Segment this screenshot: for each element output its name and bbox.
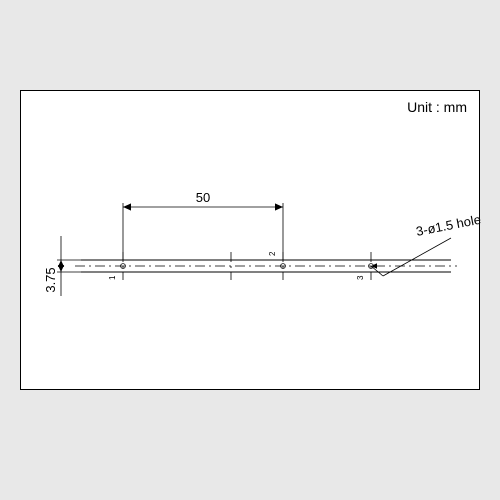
pin-label: 3 <box>356 275 365 280</box>
technical-drawing: 1 2 3 50 3.75 3-ø1.5 hole <box>21 91 481 391</box>
unit-label: Unit : mm <box>407 99 467 115</box>
drawing-card: Unit : mm 1 2 3 50 3.75 3-ø1.5 hole <box>20 90 480 390</box>
hole-callout: 3-ø1.5 hole <box>415 212 481 239</box>
dim-horizontal: 50 <box>196 190 210 205</box>
pin-label: 1 <box>108 275 117 280</box>
pin-label: 2 <box>268 251 277 256</box>
dim-vertical: 3.75 <box>43 267 58 292</box>
